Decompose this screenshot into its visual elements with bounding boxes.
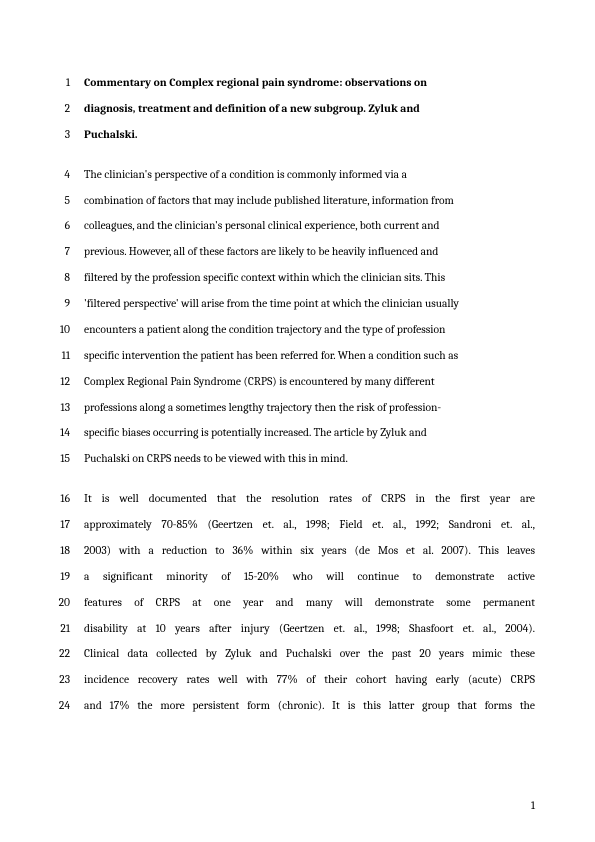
line-text: professions along a sometimes lengthy tr…	[84, 395, 535, 421]
line-number: 3	[40, 122, 84, 148]
line-number: 22	[40, 641, 84, 667]
line-text: filtered by the profession specific cont…	[84, 265, 535, 291]
line-number: 17	[40, 512, 84, 538]
line-number: 1	[40, 70, 84, 96]
line-number: 10	[40, 317, 84, 343]
line-number: 16	[40, 486, 84, 512]
line-number: 18	[40, 538, 84, 564]
line-text: features of CRPS at one year and many wi…	[84, 590, 535, 616]
text-line: 2diagnosis, treatment and definition of …	[40, 96, 535, 122]
paragraph-gap	[40, 148, 535, 162]
line-text: Clinical data collected by Zyluk and Puc…	[84, 641, 535, 667]
line-number: 8	[40, 265, 84, 291]
line-text: 'filtered perspective' will arise from t…	[84, 291, 535, 317]
line-text: previous. However, all of these factors …	[84, 239, 535, 265]
line-number: 20	[40, 590, 84, 616]
text-line: 12Complex Regional Pain Syndrome (CRPS) …	[40, 369, 535, 395]
line-number: 13	[40, 395, 84, 421]
line-text: The clinician's perspective of a conditi…	[84, 162, 535, 188]
paragraph-gap	[40, 472, 535, 486]
line-text: It is well documented that the resolutio…	[84, 486, 535, 512]
line-text: combination of factors that may include …	[84, 188, 535, 214]
text-line: 15Puchalski on CRPS needs to be viewed w…	[40, 446, 535, 472]
line-text: diagnosis, treatment and definition of a…	[84, 96, 535, 122]
text-line: 6colleagues, and the clinician's persona…	[40, 213, 535, 239]
line-number: 19	[40, 564, 84, 590]
line-text: Commentary on Complex regional pain synd…	[84, 70, 535, 96]
text-line: 7previous. However, all of these factors…	[40, 239, 535, 265]
line-number: 15	[40, 446, 84, 472]
text-line: 21disability at 10 years after injury (G…	[40, 616, 535, 642]
line-text: specific biases occurring is potentially…	[84, 420, 535, 446]
text-line: 3Puchalski.	[40, 122, 535, 148]
text-line: 182003) with a reduction to 36% within s…	[40, 538, 535, 564]
line-text: Complex Regional Pain Syndrome (CRPS) is…	[84, 369, 535, 395]
line-number: 11	[40, 343, 84, 369]
text-line: 22Clinical data collected by Zyluk and P…	[40, 641, 535, 667]
text-line: 4The clinician's perspective of a condit…	[40, 162, 535, 188]
line-text: and 17% the more persistent form (chroni…	[84, 693, 535, 719]
text-line: 1Commentary on Complex regional pain syn…	[40, 70, 535, 96]
text-line: 19a significant minority of 15-20% who w…	[40, 564, 535, 590]
text-line: 9'filtered perspective' will arise from …	[40, 291, 535, 317]
line-number: 5	[40, 188, 84, 214]
text-line: 23incidence recovery rates well with 77%…	[40, 667, 535, 693]
line-number: 24	[40, 693, 84, 719]
line-text: approximately 70-85% (Geertzen et. al., …	[84, 512, 535, 538]
text-line: 8filtered by the profession specific con…	[40, 265, 535, 291]
text-line: 14specific biases occurring is potential…	[40, 420, 535, 446]
line-number: 23	[40, 667, 84, 693]
line-text: incidence recovery rates well with 77% o…	[84, 667, 535, 693]
text-line: 10encounters a patient along the conditi…	[40, 317, 535, 343]
text-line: 16It is well documented that the resolut…	[40, 486, 535, 512]
line-text: Puchalski.	[84, 122, 535, 148]
text-line: 17approximately 70-85% (Geertzen et. al.…	[40, 512, 535, 538]
line-text: specific intervention the patient has be…	[84, 343, 535, 369]
document-page: 1Commentary on Complex regional pain syn…	[0, 0, 595, 779]
text-line: 13professions along a sometimes lengthy …	[40, 395, 535, 421]
line-text: a significant minority of 15-20% who wil…	[84, 564, 535, 590]
text-line: 20features of CRPS at one year and many …	[40, 590, 535, 616]
line-number: 4	[40, 162, 84, 188]
page-number: 1	[531, 799, 535, 812]
line-text: encounters a patient along the condition…	[84, 317, 535, 343]
line-number: 2	[40, 96, 84, 122]
line-number: 14	[40, 420, 84, 446]
line-text: 2003) with a reduction to 36% within six…	[84, 538, 535, 564]
text-line: 5combination of factors that may include…	[40, 188, 535, 214]
line-text: Puchalski on CRPS needs to be viewed wit…	[84, 446, 535, 472]
line-number: 9	[40, 291, 84, 317]
line-text: disability at 10 years after injury (Gee…	[84, 616, 535, 642]
text-line: 11specific intervention the patient has …	[40, 343, 535, 369]
line-number: 6	[40, 213, 84, 239]
line-number: 12	[40, 369, 84, 395]
line-number: 7	[40, 239, 84, 265]
text-line: 24and 17% the more persistent form (chro…	[40, 693, 535, 719]
line-number: 21	[40, 616, 84, 642]
line-text: colleagues, and the clinician's personal…	[84, 213, 535, 239]
